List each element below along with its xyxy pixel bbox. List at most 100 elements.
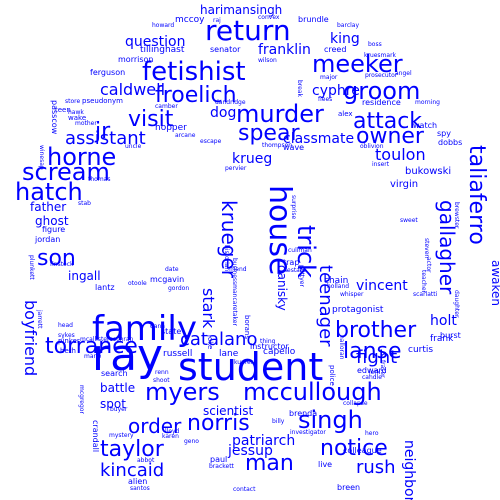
cloud-word-small-prosecutor: prosecutor [365, 72, 398, 79]
cloud-word-small-thing: thing [260, 338, 276, 345]
cloud-word-small-shoot: shoot [153, 377, 170, 384]
cloud-word-small-historian: historian [223, 245, 230, 271]
cloud-word-bukowski: bukowski [405, 166, 451, 177]
cloud-word-small-thompson: thompson [262, 142, 292, 149]
cloud-word-neighbor: neighbor [401, 440, 417, 500]
cloud-word-hopper: hopper [155, 123, 187, 133]
cloud-word-alex: alex [338, 110, 353, 118]
cloud-word-protagonist: protagonist [332, 305, 384, 315]
cloud-word-small-pervier: pervier [225, 165, 247, 172]
cloud-word-dobbs: dobbs [438, 138, 462, 147]
cloud-word-classmate: classmate [283, 131, 354, 147]
cloud-word-franklin: franklin [258, 42, 311, 58]
cloud-word-lane: lane [219, 349, 239, 359]
cloud-word-small-mcallistercochran: mcallistercochran [80, 336, 134, 343]
cloud-word-small-geno: geno [184, 438, 199, 445]
cloud-word-trap: trap [283, 258, 299, 267]
cloud-word-lanse: lanse [343, 339, 402, 364]
cloud-word-cyphre: cyphre [312, 83, 360, 99]
cloud-word-brother: brother [335, 318, 417, 343]
cloud-word-scream: scream [22, 158, 110, 186]
cloud-word-small-friend: friend [229, 266, 247, 273]
cloud-word-small-kruesmark: kruesmark [364, 52, 397, 59]
cloud-word-battle: battle [100, 381, 135, 395]
cloud-word-notice: notice [320, 436, 388, 461]
cloud-word-small-holland: holland [327, 283, 349, 290]
cloud-word-small-fraser: fraser [379, 360, 386, 378]
cloud-word-breen: breen [337, 483, 360, 492]
cloud-word-harimansingh: harimansingh [200, 3, 282, 17]
cloud-word-student: student [178, 345, 323, 389]
cloud-word-mcgavin: mcgavin [150, 275, 184, 284]
cloud-word-small-break: break [296, 80, 303, 98]
cloud-word-owner: owner [356, 124, 425, 149]
cloud-word-wave: wave [283, 143, 304, 152]
cloud-word-small-howard: howard [152, 22, 174, 29]
cloud-word-alien: alien [128, 477, 147, 486]
cloud-word-return: return [205, 14, 291, 47]
cloud-word-jordan: jordan [34, 235, 60, 244]
cloud-word-frank: frank [430, 334, 454, 344]
cloud-word-mccoy: mccoy [175, 15, 205, 25]
cloud-word-jessup: jessup [227, 443, 273, 459]
cloud-word-mystery: mystery [109, 432, 134, 439]
cloud-word-watch: watch [413, 121, 437, 130]
cloud-word-small-abbot: abbot [137, 457, 155, 464]
cloud-word-small-daughter: daughter [453, 290, 460, 318]
cloud-word-small-lloyd: lloyd [165, 428, 180, 435]
cloud-word-small-mcgregor: mcgregor [78, 385, 85, 414]
cloud-word-colleague: colleague [343, 446, 382, 455]
cloud-word-pinker: pinker [58, 337, 80, 345]
cloud-word-small-arcane: arcane [175, 132, 196, 139]
cloud-word-small-renn: renn [155, 369, 169, 376]
cloud-word-order: order [128, 414, 182, 438]
cloud-word-meeker: meeker [312, 50, 403, 78]
cloud-word-small-santos: santos [130, 485, 150, 492]
cloud-word-murder: murder [236, 100, 324, 128]
cloud-word-small-plunkett: plunkett [28, 255, 35, 280]
cloud-word-small-karen: karen [162, 433, 179, 440]
cloud-word-fetishist: fetishist [142, 57, 246, 87]
cloud-word-question: question [125, 34, 185, 50]
cloud-word-small-scarlatti: scarlatti [413, 291, 438, 298]
cloud-word-toulon: toulon [375, 145, 426, 164]
cloud-word-froelich: froelich [155, 83, 237, 108]
cloud-word-visit: visit [128, 107, 174, 132]
cloud-word-small-investigator: investigator [290, 429, 326, 436]
cloud-word-myers: myers [145, 378, 220, 406]
cloud-word-small-raj: raj [213, 17, 221, 24]
cloud-word-small-insert: insert [372, 161, 390, 168]
cloud-word-attack: attack [353, 109, 422, 134]
cloud-word-small-mother: mother [75, 120, 97, 127]
cloud-word-state: state [161, 327, 181, 336]
cloud-word-morrison: morrison [118, 55, 153, 64]
cloud-word-tillinghast: tillinghast [140, 45, 185, 55]
cloud-word-groom: groom [343, 77, 420, 105]
cloud-word-vincent: vincent [356, 278, 408, 294]
cloud-word-small-otoole: otoole [128, 280, 147, 287]
cloud-word-teenager: teenager [315, 265, 336, 347]
cloud-word-stark: stark [199, 288, 218, 329]
cloud-word-creed: creed [324, 45, 346, 54]
cloud-word-small-uncle: uncle [125, 143, 142, 150]
cloud-word-small-morning: morning [415, 99, 440, 106]
cloud-word-small-mario: mario [84, 353, 102, 360]
cloud-word-small-hero: hero [365, 430, 379, 437]
cloud-word-small-pettyer: pettyer [298, 265, 305, 287]
cloud-word-small-wilson: wilson [258, 57, 277, 64]
cloud-word-instructor: instructor [250, 342, 289, 351]
cloud-word-small-teacher: teacher [420, 270, 427, 294]
cloud-word-caldwell: caldwell [100, 80, 165, 99]
cloud-word-small-buyer: buyer [110, 406, 128, 413]
cloud-word-small-collapse: collapse [343, 400, 368, 407]
cloud-word-small-major: major [320, 74, 338, 81]
cloud-word-small-billy: billy [272, 418, 285, 425]
cloud-word-small-thomas: thomas [88, 176, 110, 183]
cloud-word-burst: burst [440, 331, 461, 340]
cloud-word-store: store [65, 98, 80, 105]
cloud-word-father: father [30, 200, 66, 214]
cloud-word-small-sykes: sykes [58, 332, 75, 339]
cloud-word-capello: capello [263, 347, 296, 357]
cloud-word-small-whisper: whisper [340, 291, 364, 298]
